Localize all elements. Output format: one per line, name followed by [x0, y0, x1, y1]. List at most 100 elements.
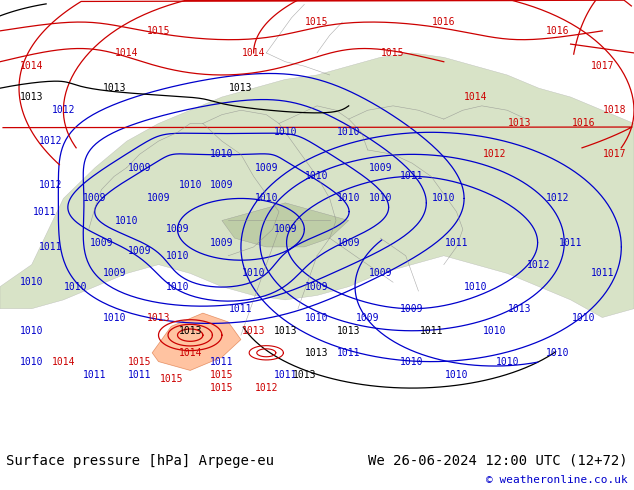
Text: 1010: 1010 [368, 194, 392, 203]
Text: 1009: 1009 [273, 224, 297, 234]
Text: 1014: 1014 [51, 357, 75, 367]
Text: 1010: 1010 [242, 269, 266, 278]
Text: 1010: 1010 [20, 277, 44, 287]
Text: 1016: 1016 [432, 17, 456, 27]
Text: 1012: 1012 [254, 383, 278, 393]
Text: 1015: 1015 [159, 374, 183, 384]
Text: 1011: 1011 [32, 207, 56, 217]
Text: 1009: 1009 [368, 163, 392, 172]
Text: 1015: 1015 [381, 48, 405, 58]
Text: 1015: 1015 [305, 17, 329, 27]
Text: 1011: 1011 [39, 242, 63, 252]
Text: 1010: 1010 [571, 313, 595, 322]
Text: 1012: 1012 [546, 194, 570, 203]
Text: 1011: 1011 [127, 370, 152, 380]
Text: 1010: 1010 [102, 313, 126, 322]
Text: 1009: 1009 [83, 194, 107, 203]
Text: 1011: 1011 [419, 326, 443, 336]
Text: 1015: 1015 [127, 357, 152, 367]
Text: 1010: 1010 [305, 313, 329, 322]
Text: 1011: 1011 [229, 304, 253, 314]
Text: 1009: 1009 [254, 163, 278, 172]
Text: 1012: 1012 [527, 260, 551, 270]
Text: 1011: 1011 [83, 370, 107, 380]
Text: 1010: 1010 [482, 326, 507, 336]
Text: 1013: 1013 [508, 304, 532, 314]
Text: 1017: 1017 [603, 149, 627, 159]
Text: 1009: 1009 [400, 304, 424, 314]
Text: 1015: 1015 [210, 370, 234, 380]
Text: 1009: 1009 [146, 194, 171, 203]
Text: 1010: 1010 [64, 282, 88, 292]
Text: 1010: 1010 [337, 194, 361, 203]
Text: 1009: 1009 [89, 238, 113, 247]
Text: 1013: 1013 [337, 326, 361, 336]
Text: 1010: 1010 [432, 194, 456, 203]
Text: 1014: 1014 [242, 48, 266, 58]
Text: 1013: 1013 [229, 83, 253, 93]
Text: 1010: 1010 [400, 357, 424, 367]
Text: 1009: 1009 [356, 313, 380, 322]
Text: 1011: 1011 [444, 238, 469, 247]
Text: 1014: 1014 [20, 61, 44, 71]
Text: 1009: 1009 [127, 163, 152, 172]
Text: 1011: 1011 [337, 348, 361, 358]
Text: 1010: 1010 [20, 357, 44, 367]
Text: 1011: 1011 [273, 370, 297, 380]
Text: 1010: 1010 [444, 370, 469, 380]
Text: 1013: 1013 [20, 92, 44, 102]
Text: 1011: 1011 [210, 357, 234, 367]
Text: 1013: 1013 [146, 313, 171, 322]
Text: 1010: 1010 [273, 127, 297, 137]
Text: 1013: 1013 [508, 119, 532, 128]
Text: 1009: 1009 [337, 238, 361, 247]
Text: © weatheronline.co.uk: © weatheronline.co.uk [486, 475, 628, 485]
Polygon shape [222, 203, 349, 247]
Text: 1010: 1010 [254, 194, 278, 203]
Text: 1010: 1010 [115, 216, 139, 225]
Text: 1010: 1010 [337, 127, 361, 137]
Text: 1009: 1009 [210, 238, 234, 247]
Text: 1013: 1013 [292, 370, 316, 380]
Text: 1009: 1009 [210, 180, 234, 190]
Text: 1016: 1016 [571, 119, 595, 128]
Polygon shape [0, 53, 634, 318]
Text: 1018: 1018 [603, 105, 627, 115]
Text: 1013: 1013 [242, 326, 266, 336]
Text: 1015: 1015 [146, 26, 171, 36]
Text: 1010: 1010 [463, 282, 488, 292]
Text: 1012: 1012 [39, 180, 63, 190]
Text: 1016: 1016 [546, 26, 570, 36]
Text: Surface pressure [hPa] Arpege-eu: Surface pressure [hPa] Arpege-eu [6, 454, 275, 467]
Text: 1011: 1011 [400, 172, 424, 181]
Text: 1010: 1010 [165, 282, 190, 292]
Text: 1010: 1010 [495, 357, 519, 367]
Text: 1012: 1012 [51, 105, 75, 115]
Text: 1012: 1012 [39, 136, 63, 146]
Text: 1017: 1017 [590, 61, 614, 71]
Text: 1011: 1011 [590, 269, 614, 278]
Text: 1009: 1009 [368, 269, 392, 278]
Text: 1013: 1013 [305, 348, 329, 358]
Text: 1014: 1014 [115, 48, 139, 58]
Text: 1010: 1010 [165, 251, 190, 261]
Text: 1009: 1009 [127, 246, 152, 256]
Text: 1014: 1014 [178, 348, 202, 358]
Text: 1014: 1014 [463, 92, 488, 102]
Text: 1013: 1013 [273, 326, 297, 336]
Text: 1010: 1010 [305, 172, 329, 181]
Text: 1013: 1013 [102, 83, 126, 93]
Text: 1009: 1009 [165, 224, 190, 234]
Text: 1010: 1010 [20, 326, 44, 336]
Text: We 26-06-2024 12:00 UTC (12+72): We 26-06-2024 12:00 UTC (12+72) [368, 454, 628, 467]
Text: 1015: 1015 [210, 383, 234, 393]
Text: 1013: 1013 [178, 326, 202, 336]
Text: 1012: 1012 [482, 149, 507, 159]
Text: 1011: 1011 [559, 238, 583, 247]
Text: 1009: 1009 [305, 282, 329, 292]
Text: 1009: 1009 [102, 269, 126, 278]
Text: 1010: 1010 [178, 180, 202, 190]
Text: 1010: 1010 [210, 149, 234, 159]
Polygon shape [152, 313, 241, 370]
Text: 1010: 1010 [546, 348, 570, 358]
